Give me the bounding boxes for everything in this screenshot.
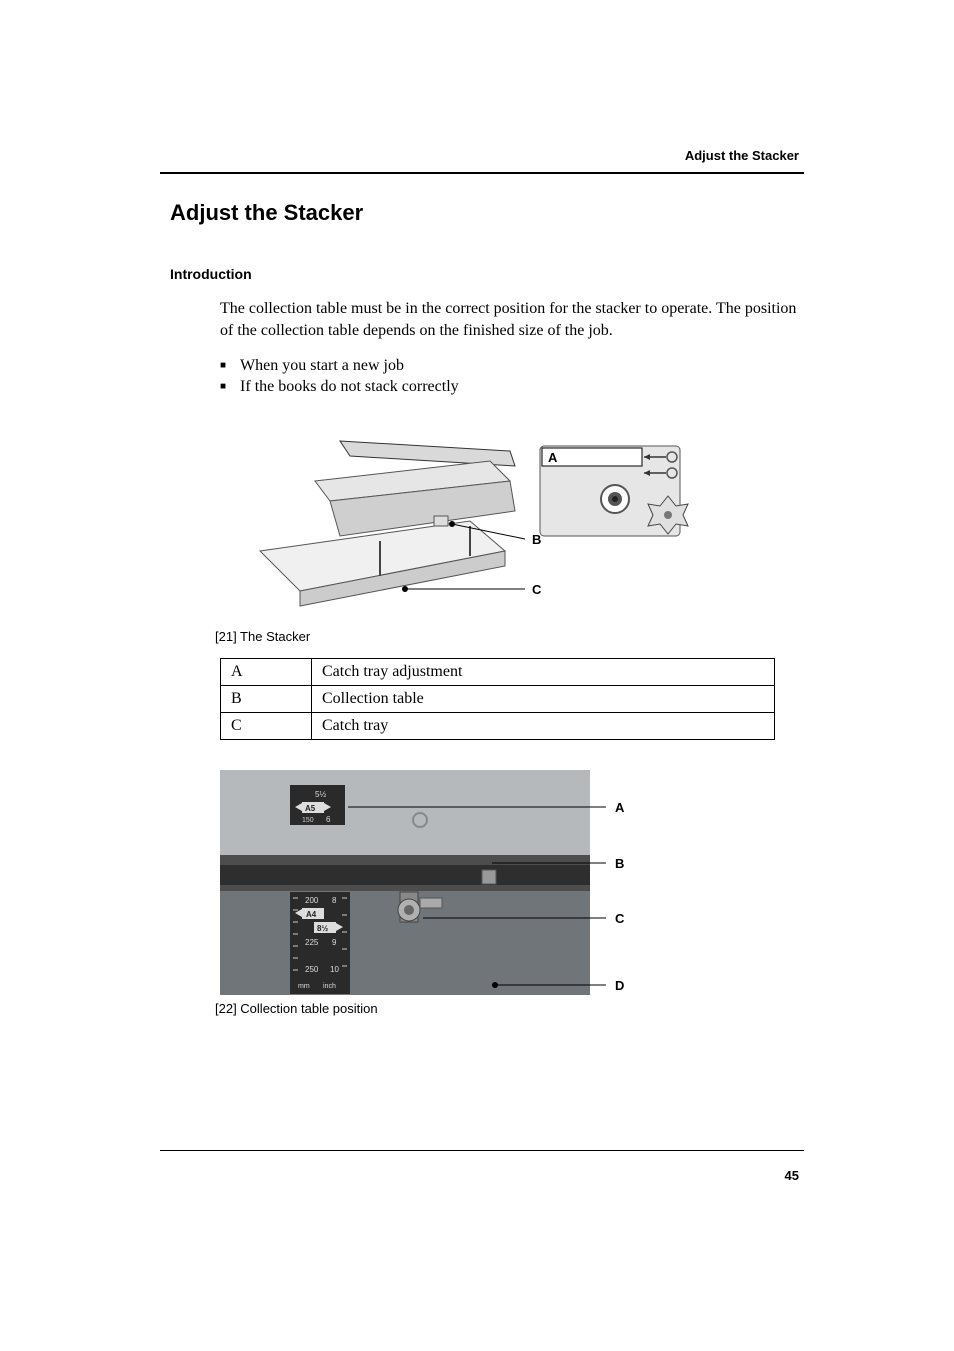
figure2-label-c: C: [615, 911, 625, 926]
top-ruler-label: 150: [302, 817, 314, 824]
ruler-unit: mm: [298, 983, 310, 990]
ruler-label: 9: [332, 938, 337, 947]
ruler-unit: inch: [323, 983, 336, 990]
intro-bullet-list: When you start a new job If the books do…: [220, 357, 804, 396]
legend-cell-desc: Collection table: [312, 686, 775, 713]
ruler-label: 10: [330, 965, 339, 974]
stacker-bracket: [434, 516, 448, 526]
table-top: [220, 865, 590, 885]
bottom-ruler: [290, 892, 350, 994]
table-edge-bottom: [220, 885, 590, 891]
figure1-label-c: C: [532, 582, 542, 597]
figure2-label-a: A: [615, 800, 625, 815]
ruler-label: 225: [305, 938, 319, 947]
figure-collection-table: 5½ A5 150 6 200 8 A4 8½: [220, 770, 804, 995]
table-row: B Collection table: [221, 686, 775, 713]
ruler-label: 200: [305, 896, 319, 905]
figure1-caption: [21] The Stacker: [215, 629, 804, 644]
top-ruler-label: A5: [305, 804, 316, 813]
paper-guide: [482, 870, 496, 884]
top-ruler-label: 6: [326, 815, 331, 824]
figure-stacker: A B C: [220, 421, 804, 621]
figure1-legend-table: A Catch tray adjustment B Collection tab…: [220, 658, 775, 740]
ruler-label: 250: [305, 965, 319, 974]
footer-rule: [160, 1150, 804, 1151]
stacker-illustration: A B C: [220, 421, 690, 621]
table-row: A Catch tray adjustment: [221, 659, 775, 686]
figure1-label-a: A: [548, 450, 558, 465]
legend-cell-label: A: [221, 659, 312, 686]
figure1-label-b: B: [532, 532, 541, 547]
ruler-label: 8: [332, 896, 337, 905]
table-row: C Catch tray: [221, 713, 775, 740]
intro-heading: Introduction: [170, 266, 804, 282]
collection-table-illustration: 5½ A5 150 6 200 8 A4 8½: [220, 770, 660, 995]
ruler-label: 8½: [317, 924, 328, 933]
intro-paragraph: The collection table must be in the corr…: [220, 298, 804, 341]
header-rule: [160, 172, 804, 174]
adjustment-knob-icon: [601, 485, 629, 513]
list-item: If the books do not stack correctly: [220, 378, 804, 396]
figure2-caption: [22] Collection table position: [215, 1001, 804, 1016]
legend-cell-label: B: [221, 686, 312, 713]
legend-cell-desc: Catch tray: [312, 713, 775, 740]
figure2-label-d: D: [615, 978, 624, 993]
page-number: 45: [785, 1168, 799, 1183]
list-item: When you start a new job: [220, 357, 804, 375]
legend-cell-desc: Catch tray adjustment: [312, 659, 775, 686]
legend-cell-label: C: [221, 713, 312, 740]
upper-panel: [220, 770, 590, 855]
page-title: Adjust the Stacker: [170, 200, 804, 226]
ruler-label: A4: [306, 910, 317, 919]
figure2-label-b: B: [615, 856, 624, 871]
running-header: Adjust the Stacker: [685, 148, 799, 163]
document-page: Adjust the Stacker Adjust the Stacker In…: [0, 0, 954, 1351]
top-ruler-label: 5½: [315, 790, 326, 799]
